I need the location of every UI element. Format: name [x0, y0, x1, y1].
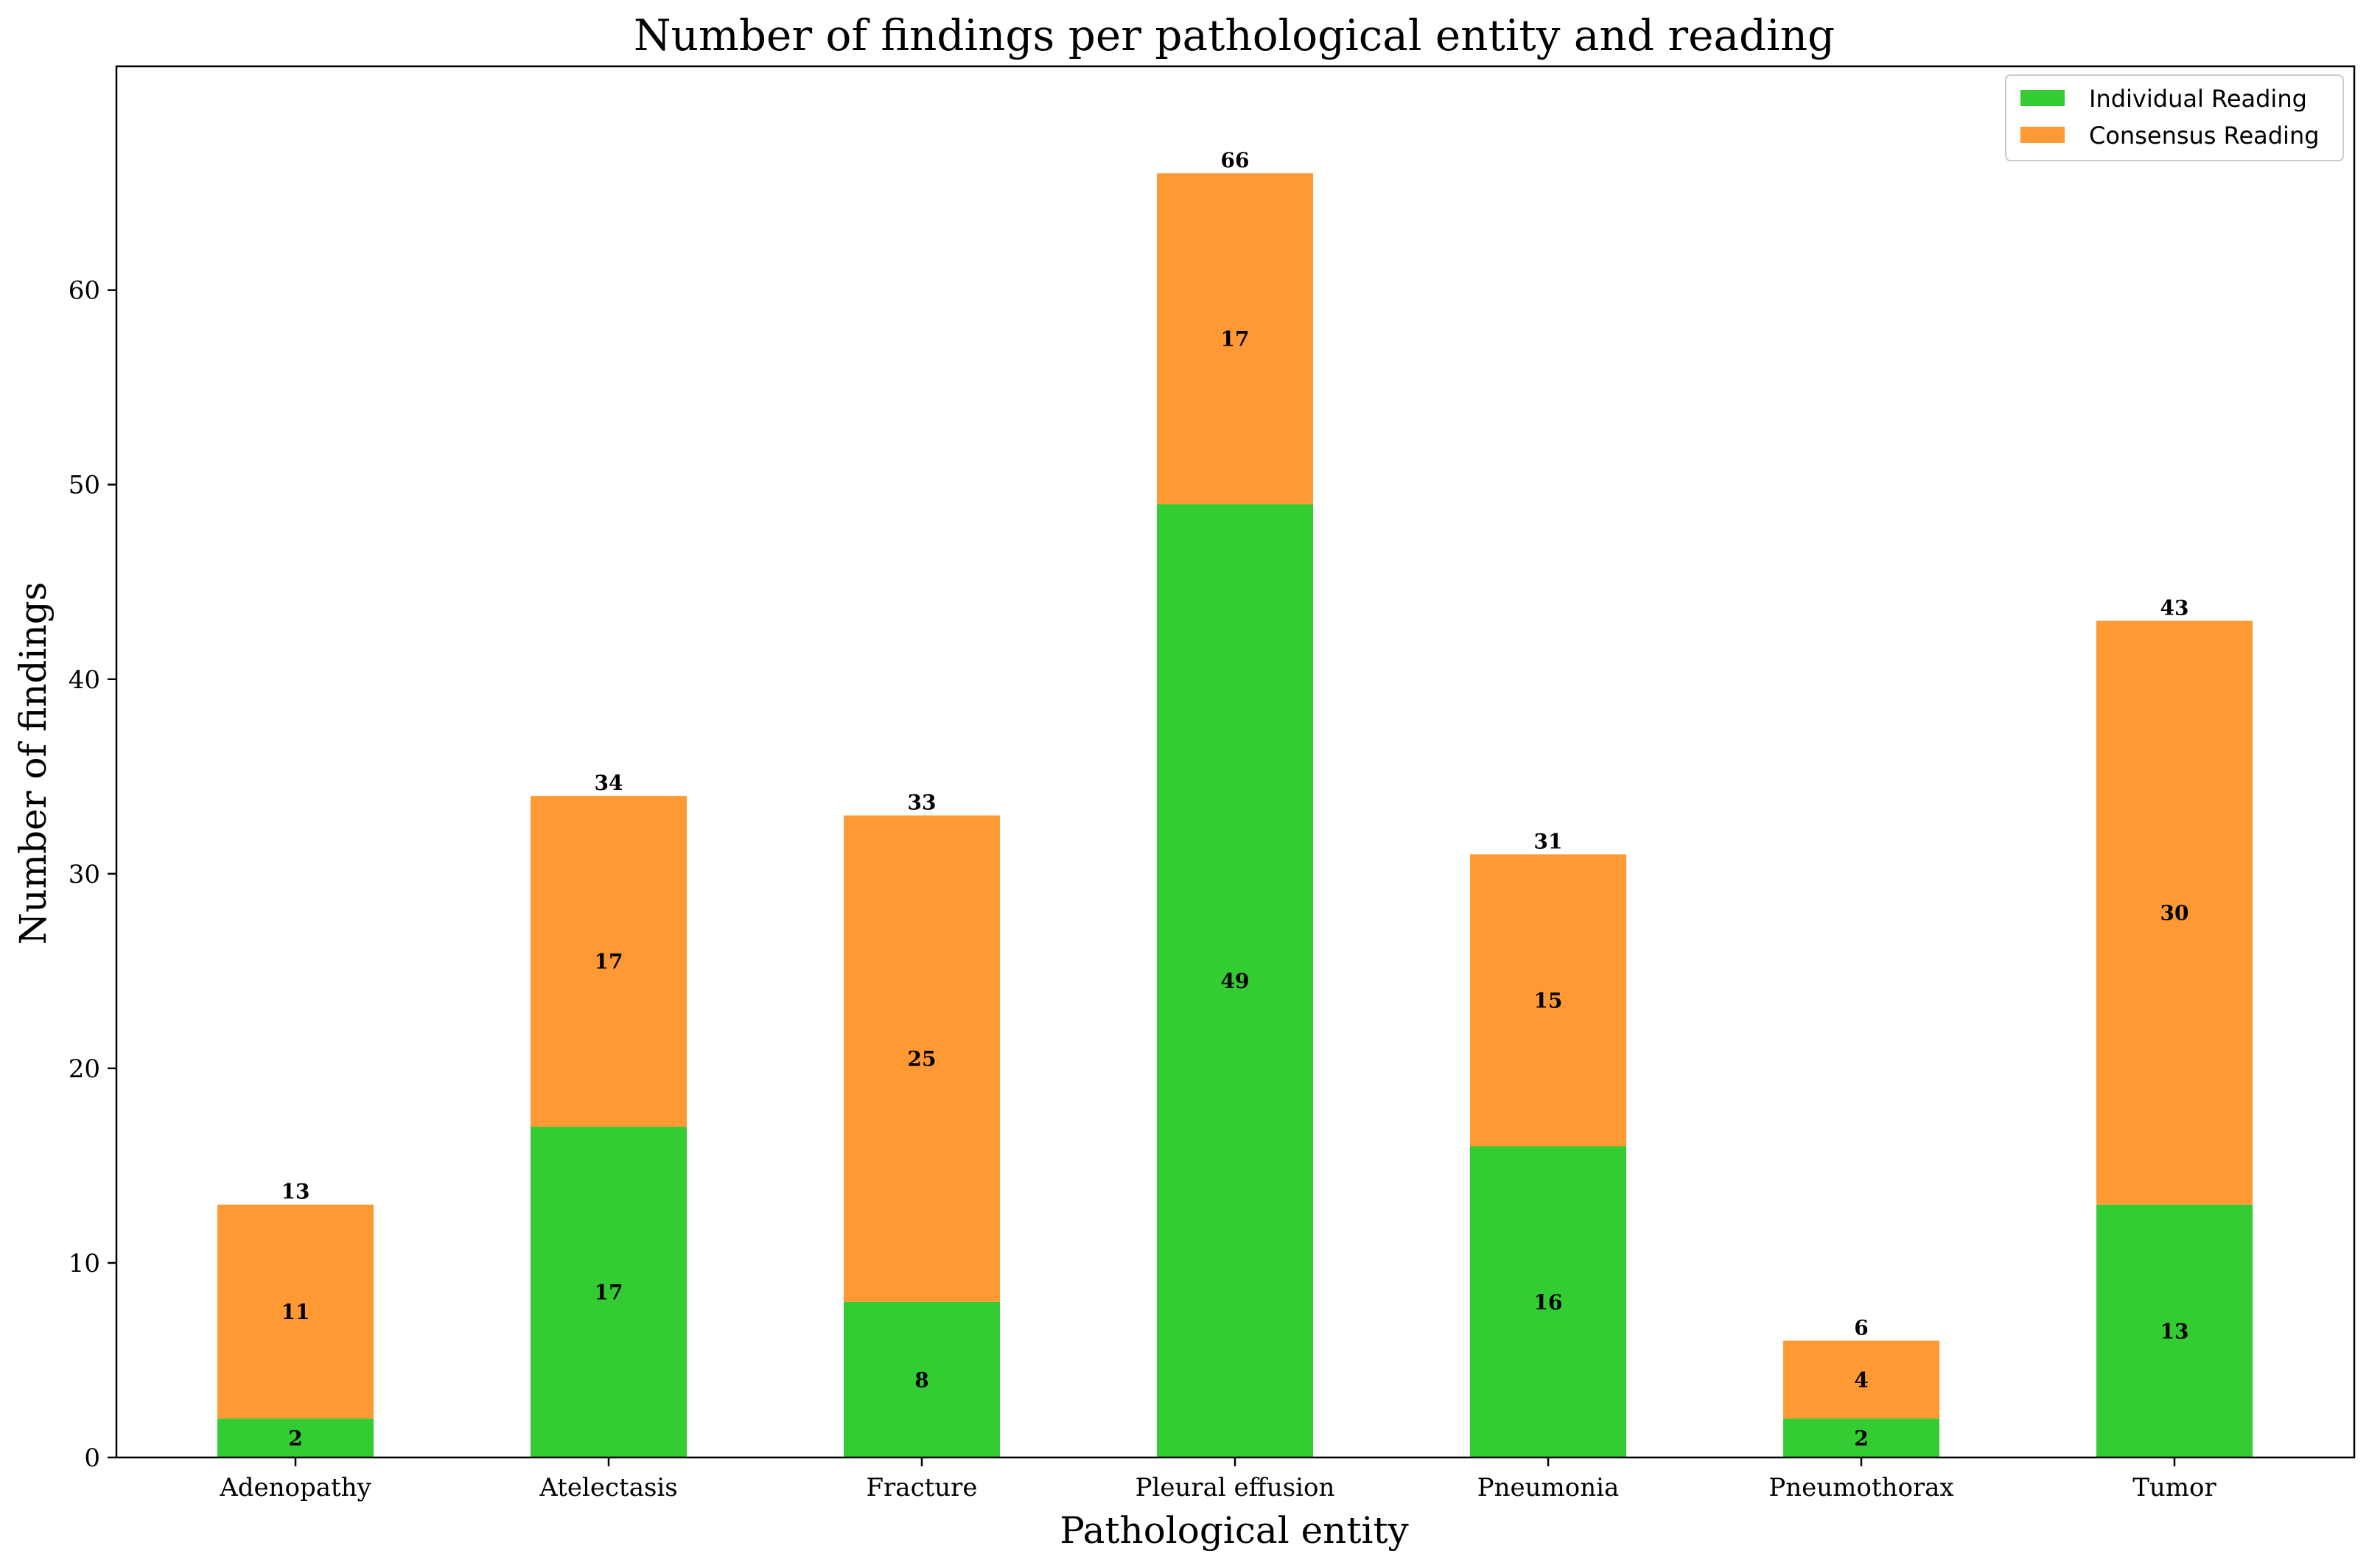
bar-consensus-tumor: [2096, 620, 2253, 1205]
value-label-consensus-adenopathy: 11: [281, 1300, 310, 1324]
plot-frame: [115, 65, 2356, 1459]
total-label-tumor: 43: [2160, 596, 2189, 620]
bar-individual-tumor: [2096, 1204, 2253, 1457]
total-label-pneumonia: 31: [1534, 829, 1563, 853]
x-tick-label-pneumonia: Pneumonia: [1477, 1473, 1620, 1502]
x-axis-label: Pathological entity: [1060, 1509, 1409, 1552]
value-label-individual-adenopathy: 2: [288, 1427, 302, 1451]
legend-swatch-consensus: [2020, 127, 2065, 143]
value-label-consensus-atelectasis: 17: [595, 950, 623, 974]
value-label-individual-pleural-effusion: 49: [1221, 969, 1250, 993]
x-tick-label-atelectasis: Atelectasis: [539, 1473, 677, 1502]
bar-individual-pneumonia: [1470, 1146, 1626, 1457]
value-label-individual-atelectasis: 17: [595, 1281, 623, 1305]
value-label-individual-fracture: 8: [914, 1368, 928, 1392]
chart-title: Number of findings per pathological enti…: [634, 10, 1835, 60]
legend: Individual Reading Consensus Reading: [2005, 74, 2344, 161]
bar-consensus-pneumothorax: [1783, 1340, 1939, 1419]
bar-consensus-adenopathy: [217, 1204, 374, 1419]
bar-consensus-pleural-effusion: [1157, 173, 1313, 505]
x-tick-label-fracture: Fracture: [866, 1473, 977, 1502]
y-tick-label-20: 20: [69, 1054, 100, 1084]
data-labels-group: 2 11 13 17 17 34 8 25 33 49 17 66 16 15 31 2 4 6 13 30 43: [281, 148, 2189, 1450]
bar-individual-atelectasis: [531, 1127, 687, 1457]
total-label-pleural-effusion: 66: [1221, 148, 1250, 172]
y-tick-label-30: 30: [69, 860, 100, 889]
axis-ticks-group: Adenopathy Atelectasis Fracture Pleural eff…: [69, 276, 2217, 1502]
value-label-consensus-pneumothorax: 4: [1854, 1368, 1868, 1392]
value-label-individual-pneumonia: 16: [1534, 1290, 1563, 1315]
bar-individual-pleural-effusion: [1157, 504, 1313, 1457]
y-tick-label-10: 10: [69, 1249, 100, 1278]
value-label-consensus-pneumonia: 15: [1534, 988, 1563, 1012]
bar-individual-adenopathy: [217, 1418, 374, 1457]
total-label-fracture: 33: [908, 791, 937, 815]
total-label-pneumothorax: 6: [1854, 1316, 1868, 1340]
legend-label-individual: Individual Reading: [2089, 85, 2307, 113]
y-tick-label-60: 60: [69, 276, 100, 306]
y-axis-label: Number of findings: [12, 582, 55, 945]
value-label-individual-pneumothorax: 2: [1854, 1427, 1868, 1451]
legend-swatch-individual: [2020, 90, 2065, 106]
value-label-individual-tumor: 13: [2160, 1319, 2189, 1343]
y-tick-label-50: 50: [69, 471, 100, 500]
bar-consensus-pneumonia: [1470, 854, 1626, 1147]
legend-label-consensus: Consensus Reading: [2089, 122, 2320, 150]
bar-consensus-fracture: [844, 815, 1000, 1302]
bars-group: [217, 173, 2253, 1457]
x-tick-label-tumor: Tumor: [2132, 1473, 2216, 1502]
value-label-consensus-tumor: 30: [2160, 901, 2189, 925]
legend-box: [2005, 74, 2344, 161]
x-tick-label-adenopathy: Adenopathy: [219, 1473, 371, 1502]
bar-consensus-atelectasis: [531, 796, 687, 1127]
bar-individual-fracture: [844, 1301, 1000, 1457]
x-tick-label-pleural-effusion: Pleural effusion: [1135, 1473, 1335, 1502]
x-tick-label-pneumothorax: Pneumothorax: [1768, 1473, 1953, 1502]
y-tick-label-0: 0: [84, 1443, 100, 1473]
bar-individual-pneumothorax: [1783, 1418, 1939, 1457]
value-label-consensus-fracture: 25: [908, 1047, 937, 1071]
y-tick-label-40: 40: [69, 665, 100, 695]
value-label-consensus-pleural-effusion: 17: [1221, 327, 1250, 351]
total-label-adenopathy: 13: [281, 1180, 310, 1204]
total-label-atelectasis: 34: [595, 771, 623, 795]
